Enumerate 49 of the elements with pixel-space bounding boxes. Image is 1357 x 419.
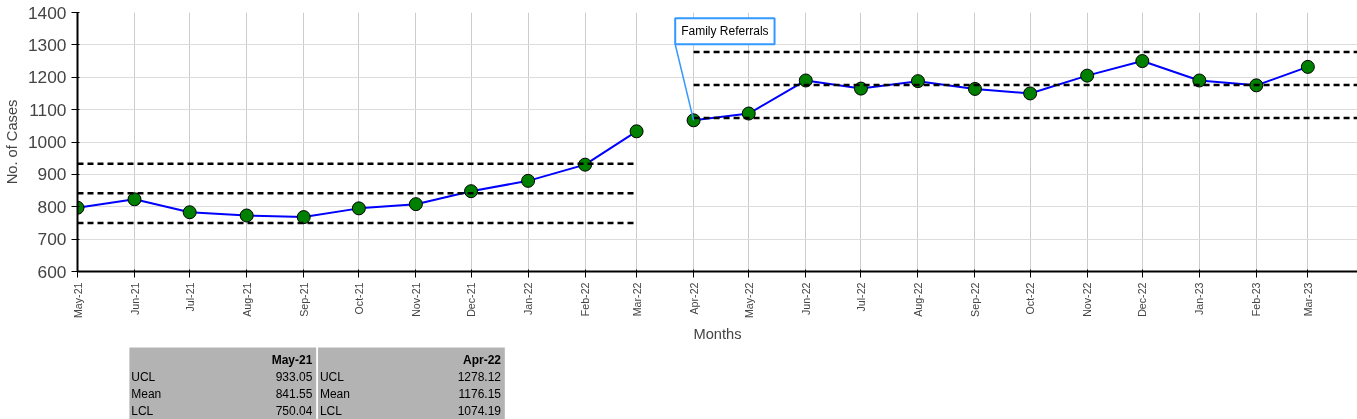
text: May-21	[271, 352, 313, 367]
text: Apr-22	[463, 352, 502, 367]
y-tick-label: 600	[37, 261, 67, 282]
text: UCL	[319, 369, 345, 384]
x-tick-label: Aug-22	[911, 282, 924, 317]
x-tick-label: Feb-22	[579, 282, 592, 317]
text: 1278.12	[457, 370, 502, 384]
y-axis-title: No. of Cases	[3, 99, 20, 185]
text: Mean	[131, 386, 162, 401]
y-tick-label: 1400	[27, 2, 67, 23]
x-tick-label: Nov-21	[409, 282, 422, 317]
x-tick-label: Dec-22	[1136, 282, 1149, 317]
x-tick-label: Nov-22	[1081, 282, 1094, 317]
x-tick-label: Jan-22	[522, 282, 535, 316]
y-tick-label: 800	[37, 196, 67, 217]
x-tick-label: May-21	[71, 282, 84, 319]
x-tick-label: Oct-21	[352, 282, 365, 315]
y-tick-label: 900	[37, 164, 67, 185]
y-tick-label: 1300	[27, 34, 67, 55]
x-tick-label: Apr-22	[687, 282, 700, 315]
x-tick-label: Feb-23	[1250, 282, 1263, 317]
x-tick-label: Oct-22	[1024, 282, 1037, 315]
y-tick-label: 1200	[27, 67, 67, 88]
y-tick-label: 1000	[27, 132, 67, 152]
x-tick-label: Sep-22	[968, 282, 981, 317]
text: 933.05	[275, 370, 313, 384]
x-tick-label: Mar-23	[1301, 282, 1314, 317]
x-tick-label: Jul-21	[183, 282, 196, 312]
x-tick-label: May-22	[742, 282, 755, 319]
text: 841.55	[275, 387, 313, 401]
y-tick-label: 1100	[29, 99, 67, 120]
x-tick-label: Sep-21	[297, 282, 310, 317]
text: 1176.15	[458, 387, 502, 401]
x-tick-label: Mar-22	[630, 282, 643, 317]
x-tick-label: Jun-22	[799, 282, 812, 316]
x-axis-title: Months	[693, 326, 742, 343]
text: UCL	[131, 369, 156, 384]
x-tick-label: Jan-23	[1193, 282, 1206, 316]
x-tick-label: Jun-21	[128, 282, 141, 316]
x-tick-label: Jul-22	[854, 282, 867, 312]
text: 1074.19	[457, 404, 502, 418]
y-tick-label: 700	[37, 229, 67, 250]
text: Mean	[319, 386, 350, 401]
annotation: Family Referrals	[681, 24, 769, 39]
x-tick-label: Aug-21	[240, 282, 253, 317]
text: LCL	[319, 403, 343, 418]
text: 750.04	[275, 404, 313, 418]
x-tick-label: Dec-21	[465, 282, 478, 317]
text: LCL	[131, 403, 154, 418]
